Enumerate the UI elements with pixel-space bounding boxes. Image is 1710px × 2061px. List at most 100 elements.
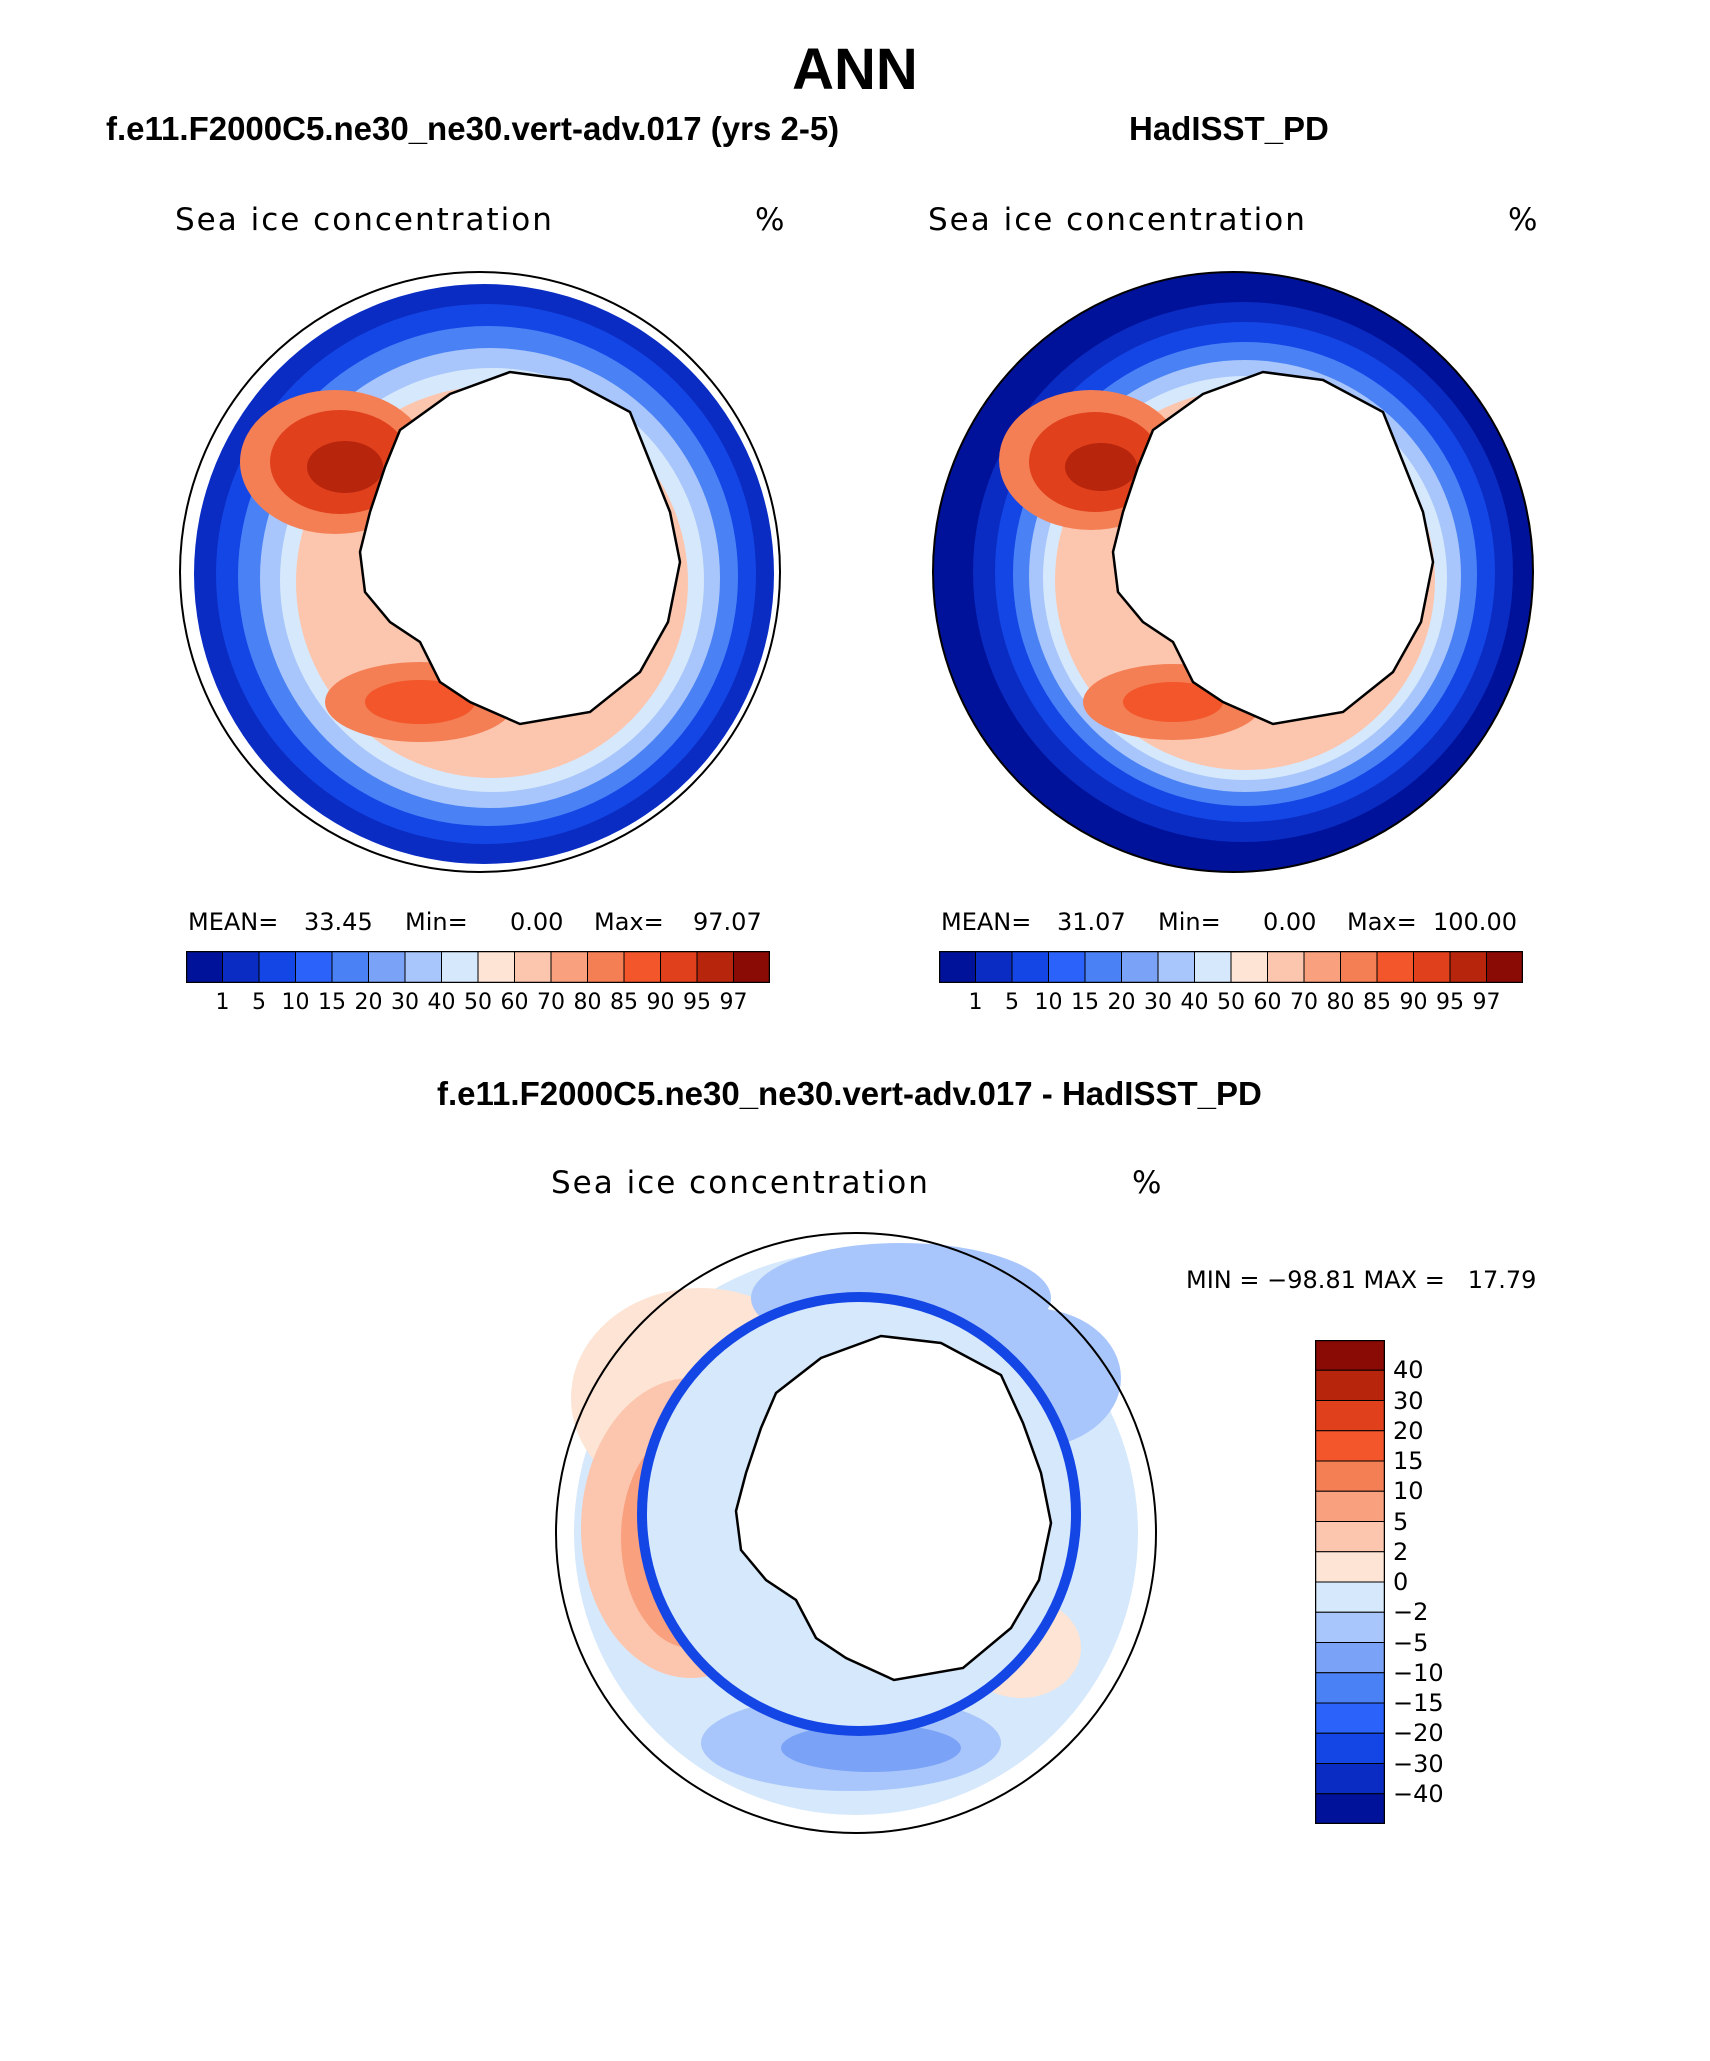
panel-2-colorbar-tick-label: 5 — [1005, 990, 1019, 1015]
panel-1-colorbar-tick-label: 5 — [252, 990, 266, 1015]
diff-colorbar-swatch — [1315, 1672, 1385, 1704]
panel-2-max-label: Max= — [1347, 908, 1417, 936]
panel-2-mean-label: MEAN= — [941, 908, 1032, 936]
panel-2-colorbar-tick-label: 70 — [1290, 990, 1318, 1015]
panel-1-colorbar-tick-label: 50 — [464, 990, 492, 1015]
panel-2-colorbar-swatch — [975, 951, 1013, 983]
panel-1-colorbar-swatch — [295, 951, 333, 983]
panel-2-unit: % — [1508, 202, 1538, 238]
diff-colorbar-swatch — [1315, 1581, 1385, 1613]
panel-1-colorbar-tick-label: 40 — [427, 990, 456, 1015]
panel-2-header: HadISST_PD — [1129, 110, 1329, 147]
panel-1-colorbar-swatch — [186, 951, 223, 983]
panel-2-colorbar-swatch — [1048, 951, 1086, 983]
diff-colorbar-tick-label: 40 — [1393, 1356, 1424, 1385]
diff-colorbar-swatch — [1315, 1400, 1385, 1432]
diff-unit: % — [1132, 1165, 1162, 1201]
panel-2-antarctica-landmass — [1111, 370, 1435, 726]
diff-colorbar-tick-label: −20 — [1393, 1719, 1444, 1748]
diff-colorbar-swatch — [1315, 1763, 1385, 1795]
panel-2-colorbar-frame — [939, 951, 1523, 983]
diff-colorbar-swatch — [1315, 1551, 1385, 1583]
panel-2-colorbar-tick-label: 50 — [1217, 990, 1245, 1015]
panel-2-colorbar-tick-label: 85 — [1363, 990, 1391, 1015]
diff-header: f.e11.F2000C5.ne30_ne30.vert-adv.017 - H… — [437, 1075, 1262, 1112]
diff-colorbar — [1315, 1340, 1385, 1824]
panel-2-colorbar-swatch — [1376, 951, 1414, 983]
panel-2-colorbar-swatch — [1084, 951, 1122, 983]
panel-2-colorbar — [939, 951, 1523, 983]
panel-2-colorbar-tick-label: 60 — [1253, 990, 1282, 1015]
panel-2-colorbar-tick-label: 1 — [968, 990, 983, 1015]
diff-colorbar-ticks: 40 30 20 15 10 5 2 0 −2 −5 −10 −15 −20 −30 −40 — [1393, 1340, 1513, 1824]
panel-1-variable-label: Sea ice concentration — [175, 202, 554, 238]
panel-1-colorbar-swatch — [514, 951, 552, 983]
diff-colorbar-tick-label: −2 — [1393, 1598, 1429, 1627]
diff-colorbar-swatch — [1315, 1490, 1385, 1522]
panel-1-colorbar-tick-label: 30 — [391, 990, 419, 1015]
panel-1-colorbar-swatch — [441, 951, 479, 983]
panel-1-colorbar — [186, 951, 770, 983]
diff-antarctica-landmass — [734, 1334, 1053, 1682]
panel-2-colorbar-ticks: 1 5 10 15 20 30 40 50 60 70 80 85 90 95 97 — [939, 990, 1523, 1020]
panel-1-header: f.e11.F2000C5.ne30_ne30.vert-adv.017 (yr… — [106, 110, 840, 147]
diff-polar-map — [555, 1232, 1157, 1834]
diff-colorbar-swatch — [1315, 1611, 1385, 1643]
panel-2-polar-map — [932, 271, 1534, 873]
panel-2-colorbar-swatch — [1230, 951, 1268, 983]
diff-variable-label: Sea ice concentration — [551, 1165, 930, 1201]
diff-colorbar-tick-label: 20 — [1393, 1416, 1424, 1445]
panel-1-colorbar-swatch — [368, 951, 406, 983]
panel-2-min-value: 0.00 — [1263, 908, 1317, 936]
panel-2-max-value: 100.00 — [1433, 908, 1517, 936]
diff-colorbar-tick-label: −15 — [1393, 1689, 1444, 1717]
panel-2-colorbar-tick-label: 40 — [1180, 990, 1209, 1015]
panel-2-colorbar-swatch — [1449, 951, 1487, 983]
panel-2-colorbar-tick-label: 10 — [1034, 990, 1063, 1015]
panel-1-colorbar-tick-label: 90 — [646, 990, 675, 1015]
diff-colorbar-swatch — [1315, 1460, 1385, 1492]
panel-1-min-value: 0.00 — [510, 908, 564, 936]
panel-2-colorbar-tick-label: 80 — [1326, 990, 1355, 1015]
diff-colorbar-tick-label: −40 — [1393, 1779, 1444, 1808]
diff-colorbar-tick-label: 30 — [1393, 1386, 1424, 1415]
panel-2-colorbar-tick-label: 30 — [1144, 990, 1172, 1015]
diff-colorbar-swatch — [1315, 1340, 1385, 1371]
panel-1-colorbar-tick-label: 60 — [500, 990, 529, 1015]
panel-1-max-label: Max= — [594, 908, 664, 936]
diff-colorbar-swatch — [1315, 1642, 1385, 1674]
panel-1-colorbar-tick-label: 80 — [573, 990, 602, 1015]
panel-1-colorbar-swatch — [733, 951, 770, 983]
diff-colorbar-frame — [1315, 1340, 1385, 1824]
panel-1-colorbar-tick-label: 70 — [537, 990, 565, 1015]
panel-1-colorbar-tick-label: 85 — [610, 990, 638, 1015]
diff-colorbar-swatch — [1315, 1702, 1385, 1734]
panel-2-min-label: Min= — [1158, 908, 1221, 936]
panel-1-colorbar-swatch — [696, 951, 734, 983]
panel-2-colorbar-tick-label: 15 — [1071, 990, 1099, 1015]
panel-1-mean-value: 33.45 — [304, 908, 373, 936]
panel-1-colorbar-swatch — [331, 951, 369, 983]
panel-2-colorbar-tick-label: 20 — [1107, 990, 1136, 1015]
panel-1-colorbar-tick-label: 95 — [683, 990, 711, 1015]
panel-1-colorbar-swatch — [222, 951, 260, 983]
diff-colorbar-swatch — [1315, 1430, 1385, 1462]
panel-1-unit: % — [755, 202, 785, 238]
panel-1-max-value: 97.07 — [693, 908, 762, 936]
panel-1-antarctica-landmass — [358, 370, 682, 726]
panel-2-colorbar-tick-label: 95 — [1436, 990, 1464, 1015]
panel-2-mean-value: 31.07 — [1057, 908, 1126, 936]
panel-1-colorbar-tick-label: 10 — [281, 990, 310, 1015]
panel-2-colorbar-swatch — [1121, 951, 1159, 983]
diff-colorbar-tick-label: −5 — [1393, 1628, 1429, 1657]
panel-1-colorbar-tick-label: 15 — [318, 990, 346, 1015]
panel-1-colorbar-swatch — [477, 951, 515, 983]
diff-colorbar-tick-label: −30 — [1393, 1749, 1444, 1778]
diff-colorbar-tick-label: −10 — [1393, 1658, 1444, 1687]
diff-colorbar-swatch — [1315, 1732, 1385, 1764]
diff-colorbar-swatch — [1315, 1521, 1385, 1553]
panel-1-colorbar-ticks: 1 5 10 15 20 30 40 50 60 70 80 85 90 95 97 — [186, 990, 770, 1020]
panel-2-colorbar-swatch — [1340, 951, 1378, 983]
panel-2-colorbar-swatch — [1486, 951, 1523, 983]
panel-2-colorbar-swatch — [1267, 951, 1305, 983]
